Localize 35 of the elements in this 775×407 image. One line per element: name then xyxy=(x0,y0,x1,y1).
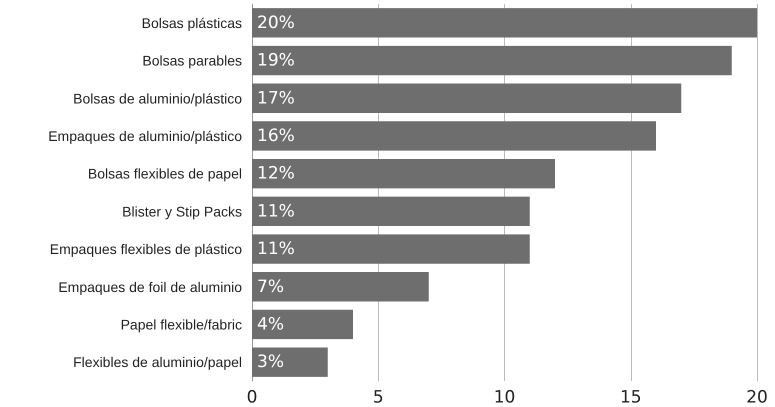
y-tick-label: Bolsas parables xyxy=(142,52,242,69)
y-tick-label: Bolsas plásticas xyxy=(142,14,242,31)
data-label: 4% xyxy=(257,314,284,334)
y-tick-label: Empaques de aluminio/plástico xyxy=(48,128,242,144)
data-label: 19% xyxy=(257,50,295,71)
y-tick-label: Bolsas de aluminio/plástico xyxy=(73,90,242,106)
bar xyxy=(252,234,530,264)
data-label: 17% xyxy=(257,88,295,108)
bar xyxy=(252,8,757,38)
y-tick-label: Bolsas flexibles de papel xyxy=(88,166,242,182)
x-tick-label: 0 xyxy=(246,388,258,407)
data-label: 20% xyxy=(257,12,295,33)
bar xyxy=(252,196,530,226)
bar xyxy=(252,310,353,340)
bar xyxy=(252,46,732,76)
bar xyxy=(252,121,656,151)
x-tick-label: 5 xyxy=(372,388,384,407)
y-tick-label: Papel flexible/fabric xyxy=(120,316,242,332)
bar xyxy=(252,347,328,377)
bar xyxy=(252,272,429,302)
data-label: 11% xyxy=(257,201,295,222)
data-label: 12% xyxy=(257,164,295,184)
data-label: 3% xyxy=(257,352,284,372)
x-tick-label: 15 xyxy=(620,388,642,407)
y-tick-label: Empaques flexibles de plástico xyxy=(50,241,242,258)
y-tick-label: Empaques de foil de aluminio xyxy=(58,278,242,295)
x-tick-label: 10 xyxy=(494,388,516,407)
data-label: 16% xyxy=(257,126,295,146)
bar xyxy=(252,158,555,188)
data-label: 7% xyxy=(257,276,284,297)
bar xyxy=(252,84,682,113)
y-tick-label: Blister y Stip Packs xyxy=(122,203,242,220)
y-tick-label: Flexibles de aluminio/papel xyxy=(73,354,242,370)
x-tick-label: 20 xyxy=(746,388,768,407)
data-label: 11% xyxy=(257,239,295,260)
